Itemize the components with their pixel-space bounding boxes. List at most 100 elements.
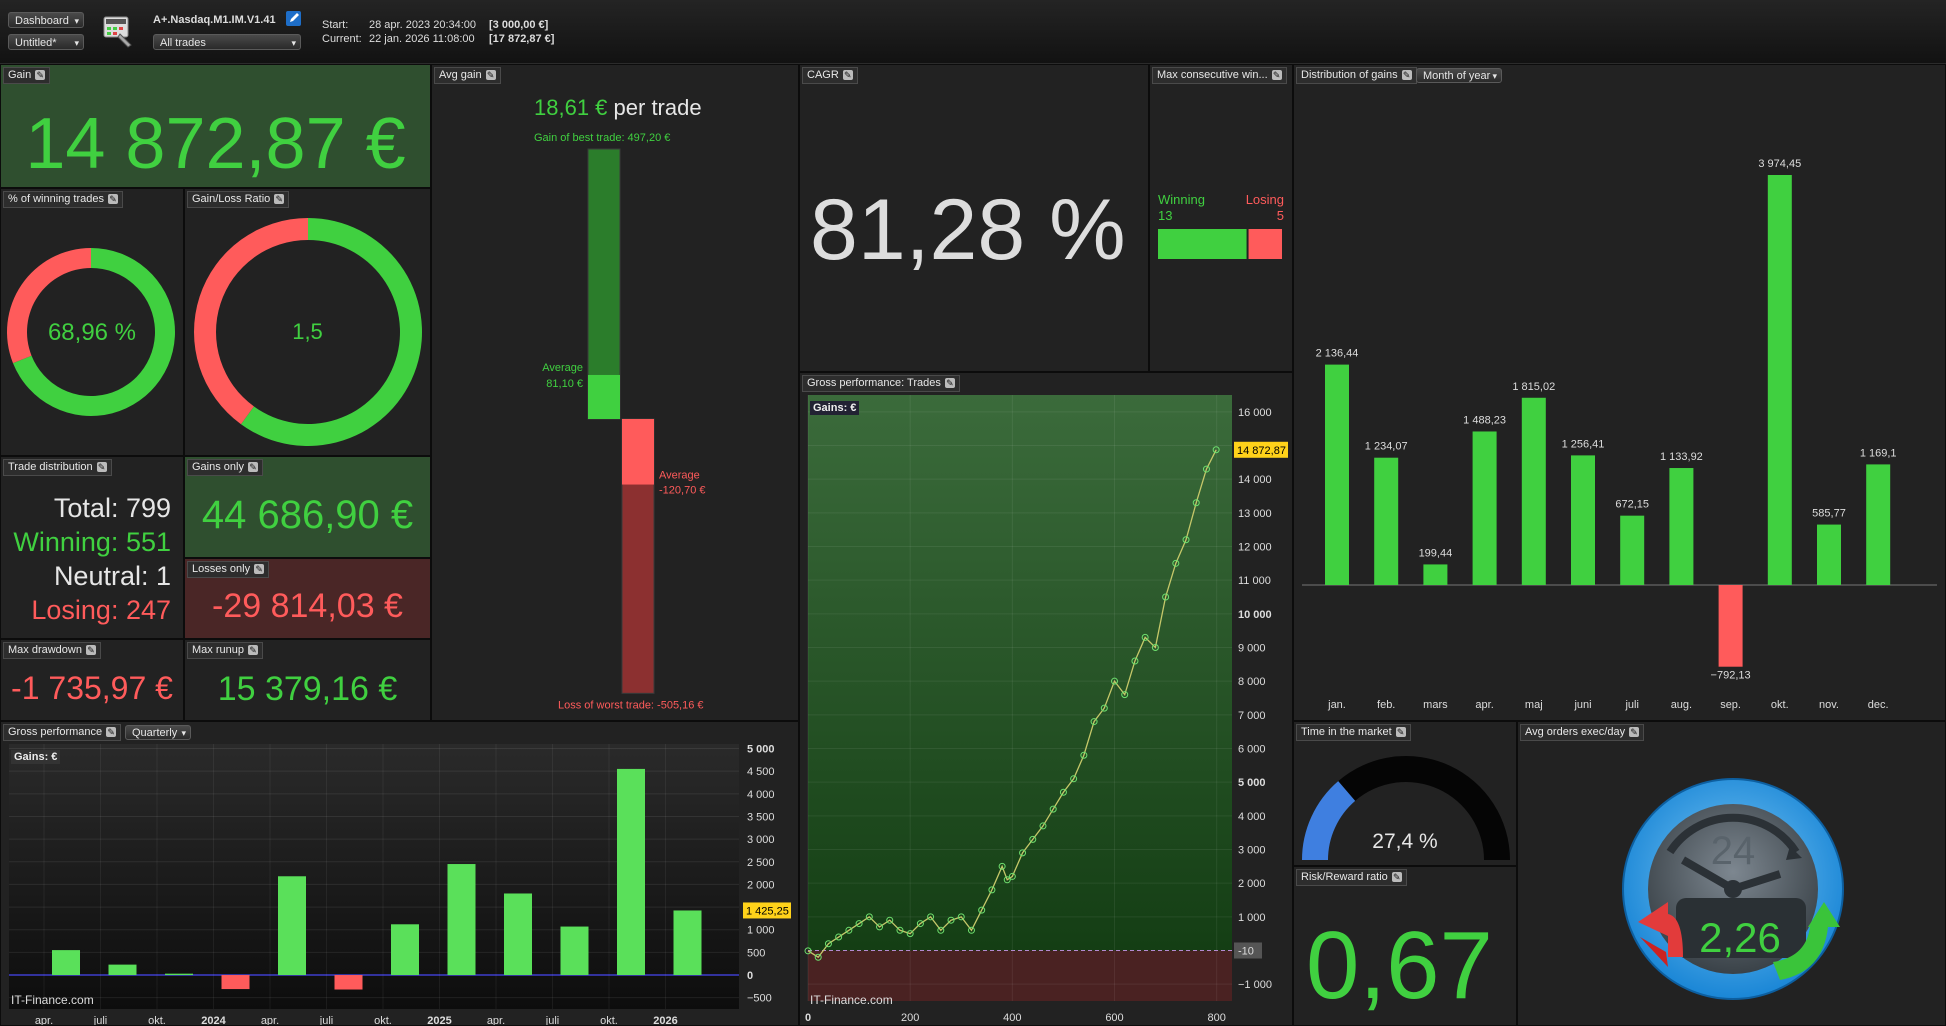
y-tick-label: −1 000 [1238,979,1272,991]
gross-perf-period-select[interactable]: Quarterly ▾ [125,725,191,740]
gain-value: 14 872,87 € [25,104,406,184]
losses-only-panel: Losses only ✎ -29 814,03 € [184,558,431,639]
gain-title[interactable]: Gain ✎ [3,67,51,84]
quarter-bar [334,975,363,990]
month-tick-label: juli [1624,699,1638,711]
trade-point [967,926,975,934]
trade-point [824,940,832,948]
trade-point [1141,633,1149,641]
trade-distribution-title[interactable]: Trade distribution ✎ [3,459,112,476]
distribution-title[interactable]: Distribution of gains ✎ [1296,67,1417,84]
gross-perf-trades-title[interactable]: Gross performance: Trades ✎ [802,375,960,392]
wrench-icon[interactable]: ✎ [247,462,258,472]
trades-filter-select[interactable]: All trades ▾ [153,34,301,50]
max-runup-panel: Max runup ✎ 15 379,16 € [184,639,431,721]
winning-pct-panel: % of winning trades ✎ 68,96 % [0,188,184,456]
wrench-icon[interactable]: ✎ [35,70,46,80]
losses-only-title[interactable]: Losses only ✎ [187,561,270,578]
gain-loss-ratio-panel: Gain/Loss Ratio ✎ 1,5 [184,188,431,456]
avg-orders-panel: Avg orders exec/day ✎ 24 2,26 [1517,721,1946,1026]
x-tick-label: 400 [1003,1012,1021,1024]
distribution-panel: Distribution of gains ✎ Month of year ▾ 2 … [1293,64,1946,721]
wrench-icon[interactable]: ✎ [274,194,285,204]
month-tick-label: nov. [1819,699,1839,711]
trade-point [1131,657,1139,665]
chevron-down-icon: ▾ [74,16,79,26]
time-in-market-title[interactable]: Time in the market ✎ [1296,724,1411,741]
wrench-icon[interactable]: ✎ [254,564,265,574]
avg-gain-headline: 18,61 € per trade [534,95,702,121]
x-tick-label: apr. [35,1015,53,1026]
month-tick-label: dec. [1868,699,1889,711]
wrench-icon[interactable]: ✎ [108,194,118,204]
month-tick-label: okt. [1771,699,1789,711]
avg-gain-title[interactable]: Avg gain ✎ [434,67,501,84]
distribution-period-select[interactable]: Month of year ▾ [1416,68,1502,83]
cagr-title[interactable]: CAGR ✎ [802,67,858,84]
quarter-gains-tag: Gains: € [11,750,61,764]
layout-select[interactable]: Untitled* ▾ [8,34,84,50]
view-select[interactable]: Dashboard ▾ [8,12,84,28]
month-bar [1325,364,1349,585]
zero-value-label: -10 [1238,946,1254,958]
risk-reward-title[interactable]: Risk/Reward ratio ✎ [1296,869,1407,886]
losses-only-value: -29 814,03 € [212,587,403,625]
wrench-icon[interactable]: ✎ [1271,70,1282,80]
risk-reward-panel: Risk/Reward ratio ✎ 0,67 [1293,866,1517,1026]
y-tick-label: 5 000 [1238,777,1266,789]
trade-point [988,886,996,894]
month-bar [1521,397,1546,585]
y-tick-label: 7 000 [1238,710,1266,722]
wrench-icon[interactable]: ✎ [96,462,107,472]
trade-point [1090,718,1098,726]
wrench-icon[interactable]: ✎ [842,70,853,80]
strategy-settings-icon[interactable] [102,14,134,48]
max-runup-title[interactable]: Max runup ✎ [187,642,263,659]
edit-icon[interactable] [286,11,301,26]
month-tick-label: maj [1525,699,1543,711]
x-tick-label: 0 [805,1012,811,1024]
max-drawdown-title[interactable]: Max drawdown ✎ [3,642,101,659]
average-loss-value: -120,70 € [659,485,705,497]
gain-loss-ratio-value: 1,5 [292,319,323,344]
y-tick-label: 11 000 [1238,575,1271,587]
trade-point [1070,775,1078,783]
wrench-icon[interactable]: ✎ [944,378,955,388]
wrench-icon[interactable]: ✎ [106,727,117,737]
gross-perf-title[interactable]: Gross performance ✎ [3,724,122,741]
trade-point [886,916,894,924]
quarter-bar [108,964,137,976]
trade-point [1121,691,1129,699]
trade-point [1039,822,1047,830]
wrench-icon[interactable]: ✎ [247,645,258,655]
wrench-icon[interactable]: ✎ [1391,872,1402,882]
y-tick-label: 2 500 [747,857,775,869]
y-tick-label: 3 500 [747,811,775,823]
wrench-icon[interactable]: ✎ [1629,727,1640,737]
wrench-icon[interactable]: ✎ [1401,70,1412,80]
max-consecutive-title[interactable]: Max consecutive win... ✎ [1152,67,1287,84]
gain-loss-ratio-title[interactable]: Gain/Loss Ratio ✎ [187,191,290,208]
trade-point [1172,559,1180,567]
wrench-icon[interactable]: ✎ [1395,727,1406,737]
y-tick-label: 6 000 [1238,744,1266,756]
gross-perf-trades-chart[interactable]: −1 000 1 000 2 000 3 000 4 000 5 000 6 000 7 00… [800,373,1293,1026]
month-bar [1423,564,1448,585]
x-tick-label: apr. [261,1015,279,1026]
average-loss-label: Average [659,470,700,482]
wrench-icon[interactable]: ✎ [485,70,496,80]
gross-perf-period-value: Quarterly [132,727,178,739]
best-trade-label: Gain of best trade: 497,20 € [534,132,670,144]
gains-only-title[interactable]: Gains only ✎ [187,459,263,476]
y-tick-label: 500 [747,947,765,959]
wrench-icon[interactable]: ✎ [85,645,96,655]
trade-point [1192,499,1200,507]
avg-gain-suffix: per trade [613,95,702,120]
x-tick-label: okt. [600,1015,618,1026]
y-tick-label: 4 500 [747,766,775,778]
month-bar [1817,524,1841,585]
winning-pct-title[interactable]: % of winning trades ✎ [3,191,123,208]
trade-point [876,923,884,931]
avg-orders-title[interactable]: Avg orders exec/day ✎ [1520,724,1645,741]
